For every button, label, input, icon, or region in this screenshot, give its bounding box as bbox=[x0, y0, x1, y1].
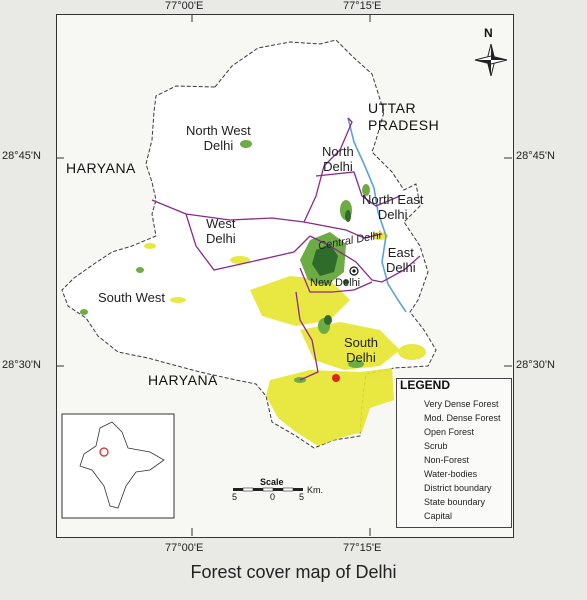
very-dense-forest-patches bbox=[312, 210, 351, 325]
coord-right-top: 28°45'N bbox=[516, 150, 555, 162]
legend-item-open: Open Forest bbox=[424, 427, 475, 437]
district-south-west: South West bbox=[98, 290, 165, 305]
scale-mid: 0 bbox=[270, 492, 276, 502]
legend-item-scrub: Scrub bbox=[424, 441, 448, 451]
district-south: South Delhi bbox=[344, 335, 378, 365]
north-label: N bbox=[484, 26, 493, 40]
legend-item-water: Water-bodies bbox=[424, 469, 478, 479]
legend-item-capital: Capital bbox=[424, 511, 453, 521]
capital-symbol bbox=[349, 266, 359, 276]
legend-box bbox=[396, 378, 512, 528]
map-title: Forest cover map of Delhi bbox=[190, 562, 397, 582]
district-new-delhi: New Delhi bbox=[310, 277, 361, 289]
coord-right-bottom: 28°30'N bbox=[516, 359, 555, 371]
state-label-haryana-north: HARYANA bbox=[66, 160, 136, 176]
legend-item-mod-dense: Mod. Dense Forest bbox=[424, 413, 501, 423]
coord-top-right: 77°15'E bbox=[343, 0, 382, 12]
district-boundaries bbox=[151, 117, 421, 381]
legend-item-district: District boundary bbox=[424, 483, 492, 493]
district-east: East Delhi bbox=[386, 245, 416, 275]
district-west: West Delhi bbox=[206, 216, 236, 246]
scale-unit: Km. bbox=[307, 485, 324, 495]
legend-title: LEGEND bbox=[400, 378, 451, 392]
coord-left-top: 28°45'N bbox=[2, 150, 41, 162]
open-forest-patches bbox=[144, 232, 426, 446]
coord-bottom-right: 77°15'E bbox=[343, 542, 382, 554]
state-label-haryana-south: HARYANA bbox=[148, 372, 218, 388]
scale-bar bbox=[233, 487, 303, 492]
india-inset-map bbox=[61, 413, 175, 519]
district-north-east: North East Delhi bbox=[362, 192, 424, 222]
coord-top-left: 77°00'E bbox=[165, 0, 204, 12]
scale-title: Scale bbox=[260, 477, 284, 487]
north-arrow-icon bbox=[474, 43, 508, 77]
scale-right: 5 bbox=[299, 492, 305, 502]
yamuna-river bbox=[347, 117, 407, 313]
state-label-up-line1: UTTAR bbox=[368, 100, 417, 116]
legend-item-non-forest: Non-Forest bbox=[424, 455, 470, 465]
coord-bottom-left: 77°00'E bbox=[165, 542, 204, 554]
district-north-west: North West Delhi bbox=[186, 123, 251, 153]
legend-item-state: State boundary bbox=[424, 497, 486, 507]
scrub-patch bbox=[332, 374, 340, 382]
coord-left-bottom: 28°30'N bbox=[2, 359, 41, 371]
legend-item-very-dense: Very Dense Forest bbox=[424, 399, 499, 409]
scale-left: 5 bbox=[232, 492, 238, 502]
district-north: North Delhi bbox=[322, 144, 354, 174]
state-label-up-line2: PRADESH bbox=[368, 117, 440, 133]
